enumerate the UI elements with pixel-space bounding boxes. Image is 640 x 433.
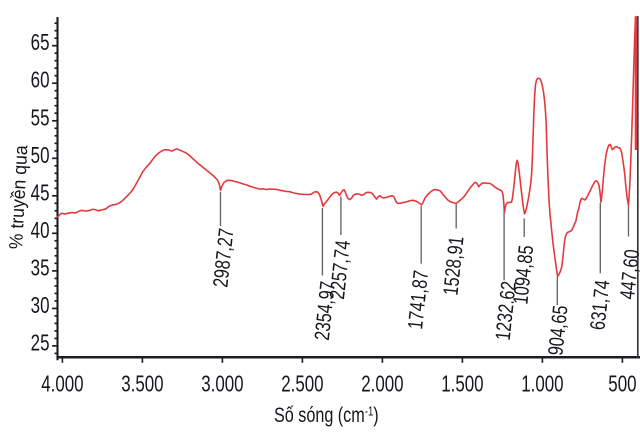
svg-text:55: 55 <box>31 105 50 131</box>
svg-text:3.500: 3.500 <box>121 371 163 397</box>
svg-text:4.000: 4.000 <box>41 371 83 397</box>
svg-text:2257,74: 2257,74 <box>325 239 354 300</box>
svg-text:1094,85: 1094,85 <box>508 244 537 305</box>
svg-text:25: 25 <box>31 330 50 356</box>
svg-text:2987,27: 2987,27 <box>208 227 237 288</box>
svg-text:40: 40 <box>31 217 50 243</box>
svg-text:% truyền qua: % truyền qua <box>4 144 31 250</box>
svg-text:45: 45 <box>31 180 50 206</box>
svg-text:1528,91: 1528,91 <box>439 235 468 296</box>
svg-text:65: 65 <box>31 30 50 56</box>
svg-text:447,60: 447,60 <box>615 248 640 300</box>
svg-text:631,74: 631,74 <box>585 279 614 331</box>
svg-text:30: 30 <box>31 292 50 318</box>
svg-text:60: 60 <box>31 67 50 93</box>
svg-text:50: 50 <box>31 142 50 168</box>
svg-text:1.500: 1.500 <box>441 371 483 397</box>
svg-text:1741,87: 1741,87 <box>403 269 432 330</box>
svg-text:3.000: 3.000 <box>201 371 243 397</box>
svg-text:2.500: 2.500 <box>281 371 323 397</box>
svg-text:35: 35 <box>31 255 50 281</box>
svg-text:2.000: 2.000 <box>361 371 403 397</box>
svg-text:500: 500 <box>608 371 636 397</box>
svg-text:1.000: 1.000 <box>521 371 563 397</box>
svg-text:904,65: 904,65 <box>543 304 572 356</box>
svg-text:Số sóng (cm-1): Số sóng (cm-1) <box>274 403 379 427</box>
